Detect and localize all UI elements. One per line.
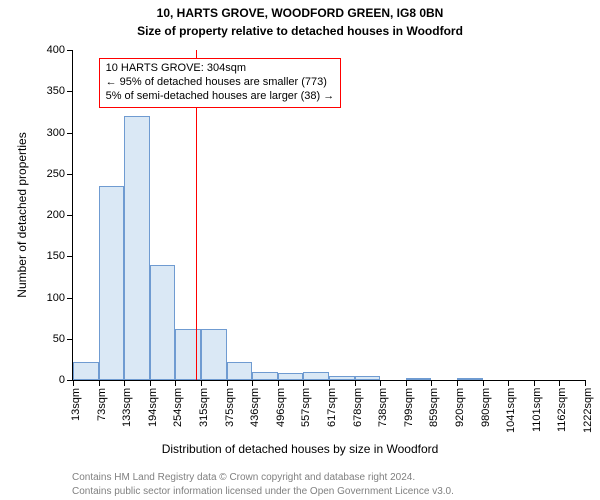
x-tick	[380, 380, 381, 386]
x-tick-label: 133sqm	[121, 388, 133, 427]
histogram-bar	[124, 116, 150, 380]
y-tick-label: 0	[59, 374, 65, 386]
x-tick	[508, 380, 509, 386]
x-tick-label: 496sqm	[275, 388, 287, 427]
x-tick	[278, 380, 279, 386]
histogram-bar	[406, 378, 432, 380]
title-line-1: 10, HARTS GROVE, WOODFORD GREEN, IG8 0BN	[0, 6, 600, 20]
y-tick	[67, 91, 73, 92]
y-tick-label: 100	[47, 292, 65, 304]
x-tick	[252, 380, 253, 386]
x-tick	[73, 380, 74, 386]
x-tick-label: 436sqm	[249, 388, 261, 427]
x-tick	[483, 380, 484, 386]
x-tick-label: 980sqm	[480, 388, 492, 427]
y-tick-label: 350	[47, 85, 65, 97]
x-tick	[150, 380, 151, 386]
x-tick	[227, 380, 228, 386]
histogram-bar	[303, 372, 329, 380]
x-tick	[457, 380, 458, 386]
x-tick	[559, 380, 560, 386]
x-tick-label: 315sqm	[198, 388, 210, 427]
x-tick-label: 920sqm	[454, 388, 466, 427]
x-tick-label: 375sqm	[224, 388, 236, 427]
x-tick-label: 557sqm	[300, 388, 312, 427]
x-tick	[406, 380, 407, 386]
annotation-box: 10 HARTS GROVE: 304sqm← 95% of detached …	[99, 58, 342, 107]
y-tick-label: 50	[53, 333, 65, 345]
x-tick-label: 73sqm	[96, 388, 108, 421]
x-tick	[329, 380, 330, 386]
histogram-bar	[227, 362, 253, 380]
y-axis-label: Number of detached properties	[15, 132, 29, 297]
histogram-bar	[329, 376, 355, 380]
x-tick-label: 738sqm	[377, 388, 389, 427]
y-tick-label: 150	[47, 250, 65, 262]
x-tick-label: 194sqm	[147, 388, 159, 427]
title-line-2: Size of property relative to detached ho…	[0, 24, 600, 38]
histogram-bar	[99, 186, 125, 380]
histogram-bar	[252, 372, 278, 380]
footer-line-1: Contains HM Land Registry data © Crown c…	[72, 472, 415, 483]
chart-container: 10, HARTS GROVE, WOODFORD GREEN, IG8 0BN…	[0, 0, 600, 500]
y-tick	[67, 256, 73, 257]
y-tick	[67, 133, 73, 134]
annotation-line: 10 HARTS GROVE: 304sqm	[106, 62, 335, 76]
histogram-bar	[73, 362, 99, 380]
y-tick	[67, 215, 73, 216]
y-tick-label: 300	[47, 127, 65, 139]
x-tick	[534, 380, 535, 386]
footer-line-2: Contains public sector information licen…	[72, 486, 454, 497]
y-tick	[67, 298, 73, 299]
histogram-bar	[201, 329, 227, 380]
x-tick-label: 1101sqm	[531, 388, 543, 432]
x-tick-label: 617sqm	[326, 388, 338, 427]
plot-area: 05010015020025030035040013sqm73sqm133sqm…	[72, 50, 585, 381]
x-tick-label: 799sqm	[403, 388, 415, 427]
x-tick-label: 1222sqm	[582, 388, 594, 433]
y-tick	[67, 339, 73, 340]
x-tick	[431, 380, 432, 386]
x-tick-label: 13sqm	[70, 388, 82, 421]
histogram-bar	[150, 265, 176, 381]
x-axis-label: Distribution of detached houses by size …	[0, 442, 600, 456]
x-tick	[303, 380, 304, 386]
x-tick	[175, 380, 176, 386]
y-tick	[67, 50, 73, 51]
x-tick-label: 859sqm	[428, 388, 440, 427]
x-tick-label: 678sqm	[352, 388, 364, 427]
histogram-bar	[278, 373, 304, 380]
histogram-bar	[355, 376, 381, 380]
histogram-bar	[457, 378, 483, 380]
x-tick	[585, 380, 586, 386]
x-tick-label: 1162sqm	[556, 388, 568, 432]
annotation-line: 5% of semi-detached houses are larger (3…	[106, 90, 335, 104]
annotation-line: ← 95% of detached houses are smaller (77…	[106, 76, 335, 90]
x-tick	[99, 380, 100, 386]
x-tick	[355, 380, 356, 386]
x-tick-label: 254sqm	[172, 388, 184, 427]
y-tick-label: 400	[47, 44, 65, 56]
y-tick-label: 250	[47, 168, 65, 180]
x-tick	[124, 380, 125, 386]
x-tick-label: 1041sqm	[505, 388, 517, 433]
y-tick	[67, 174, 73, 175]
x-tick	[201, 380, 202, 386]
y-tick-label: 200	[47, 209, 65, 221]
